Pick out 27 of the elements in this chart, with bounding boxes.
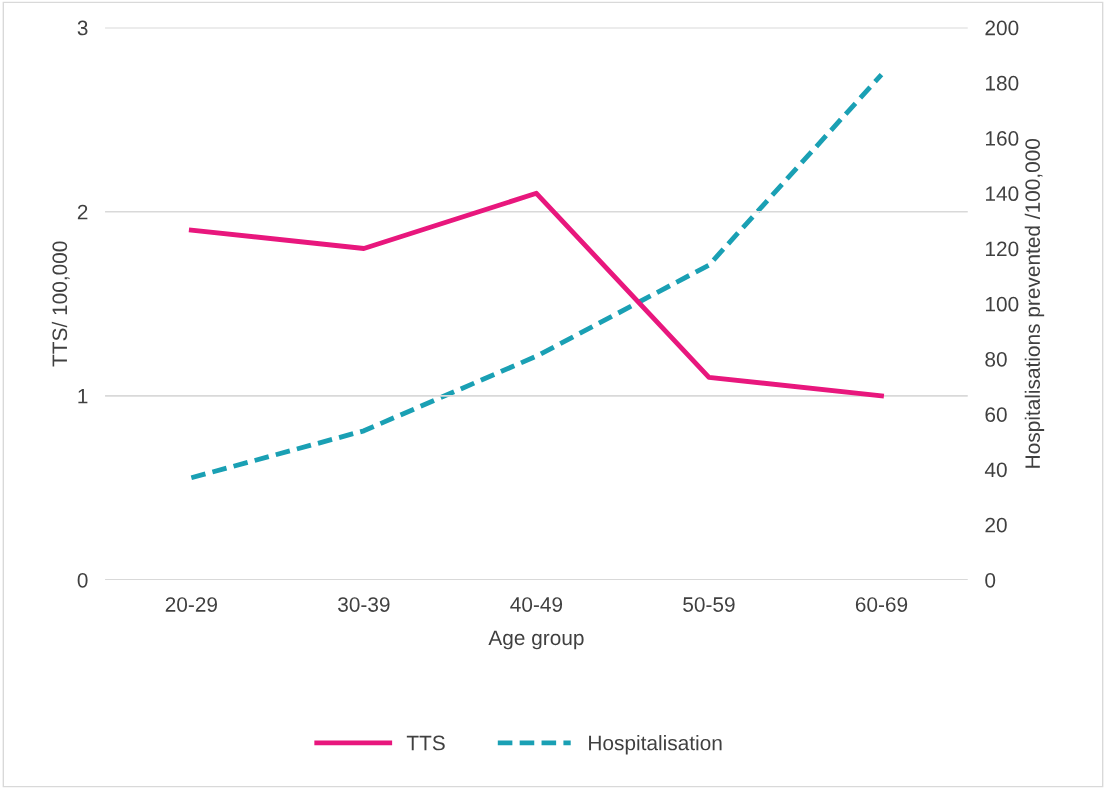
- y2-tick-label: 40: [984, 462, 1007, 478]
- y-tick-label: 2: [77, 204, 88, 220]
- y2-tick-label: 140: [986, 186, 1019, 202]
- y2-tick-label: 0: [985, 572, 996, 588]
- x-tick-label: 20-29: [165, 597, 217, 612]
- x-axis-title: Age group: [488, 630, 584, 650]
- x-tick-label: 40-49: [510, 597, 563, 612]
- y2-axis-title: Hospitalisations prevented /100,000: [1024, 138, 1045, 468]
- y2-tick-label: 80: [985, 352, 1007, 367]
- y2-tick-label: 60: [985, 407, 1007, 422]
- y2-tick-label: 120: [986, 241, 1019, 257]
- legend-label: TTS: [406, 735, 445, 751]
- x-tick-label: 60-69: [855, 597, 908, 612]
- y2-tick-label: 100: [986, 296, 1019, 312]
- y-axis-title: TTS/ 100,000: [51, 241, 70, 367]
- y2-tick-label: 180: [986, 75, 1019, 91]
- y2-tick-label: 160: [986, 131, 1019, 146]
- x-tick-label: 50-59: [683, 597, 735, 612]
- y-tick-label: 0: [77, 572, 88, 588]
- y-tick-label: 1: [78, 389, 88, 404]
- legend-label: Hospitalisation: [589, 735, 722, 755]
- line-series: [188, 190, 884, 399]
- y2-tick-label: 200: [985, 20, 1019, 36]
- y2-tick-label: 20: [985, 517, 1007, 533]
- y-tick-label: 3: [77, 20, 88, 36]
- x-tick-label: 30-39: [338, 597, 390, 612]
- line-series: [188, 72, 884, 481]
